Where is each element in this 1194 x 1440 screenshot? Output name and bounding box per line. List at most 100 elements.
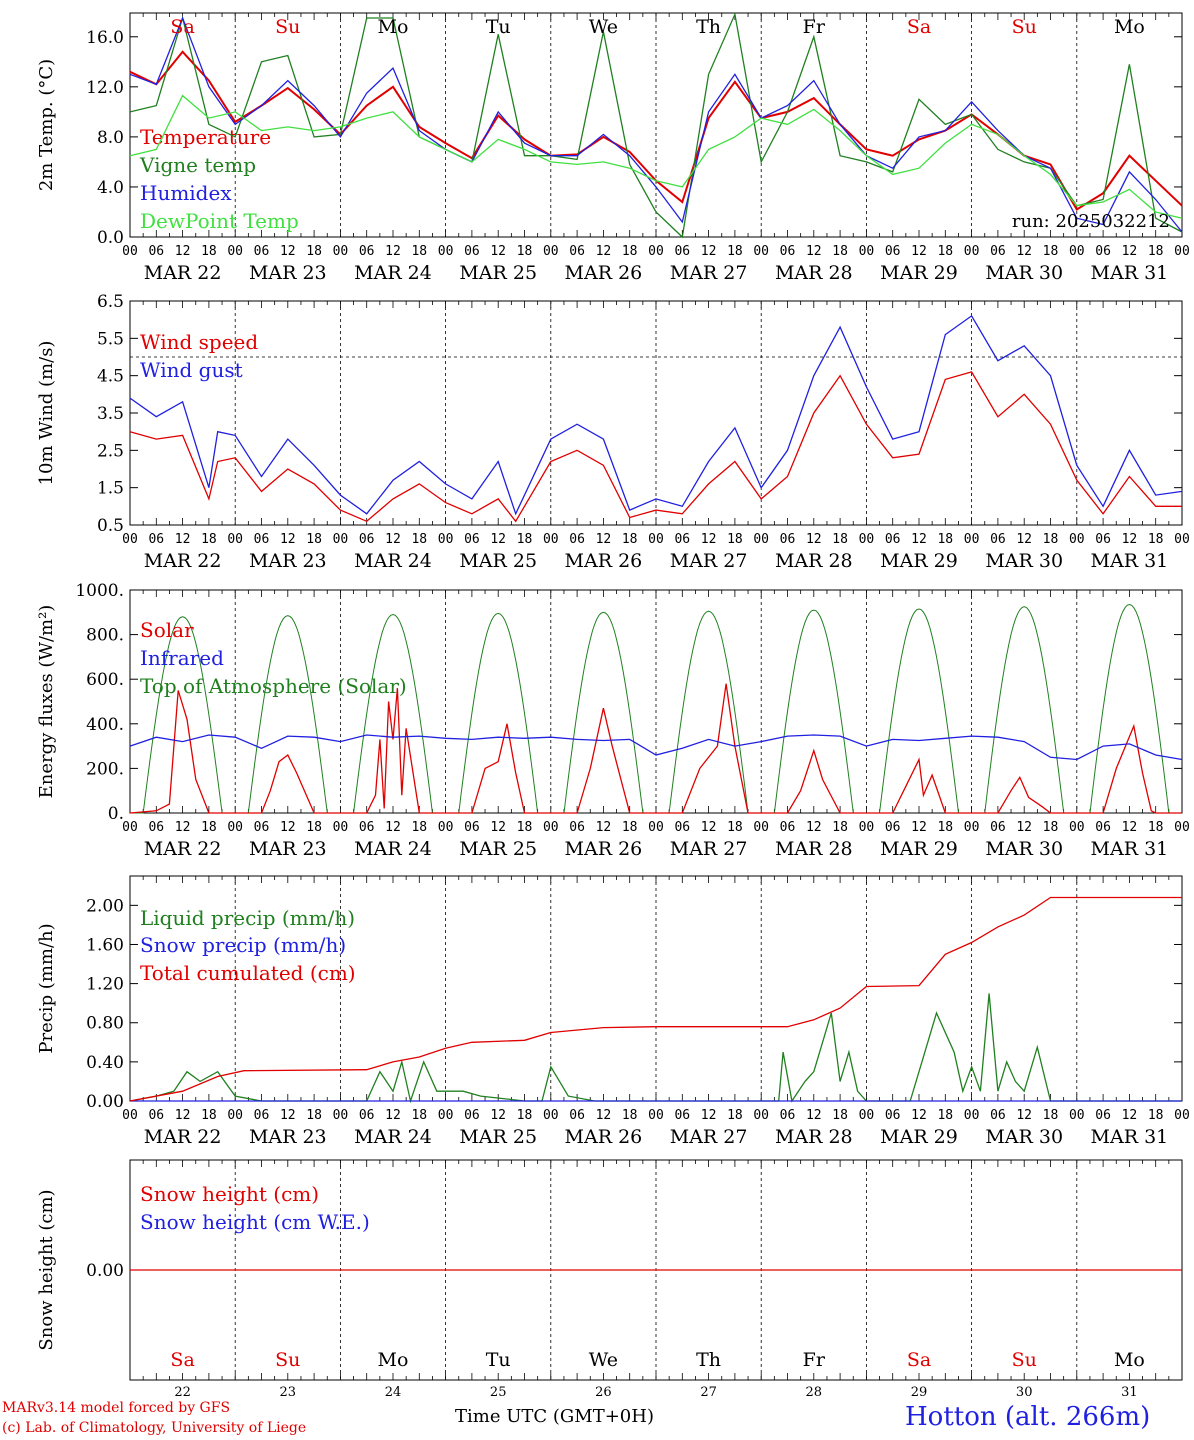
weekday-label: We bbox=[589, 16, 618, 38]
date-label: MAR 31 bbox=[1091, 550, 1169, 572]
day-number-label: 22 bbox=[174, 1385, 191, 1400]
hour-tick-label: 00 bbox=[964, 532, 980, 547]
hour-tick-label: 12 bbox=[911, 820, 927, 835]
hour-tick-label: 18 bbox=[411, 820, 427, 835]
hour-tick-label: 00 bbox=[543, 244, 559, 259]
weekday-label: Mo bbox=[378, 1349, 409, 1371]
series-line-humidex bbox=[129, 16, 1183, 233]
date-label: MAR 25 bbox=[459, 550, 537, 572]
date-label: MAR 25 bbox=[459, 262, 537, 284]
date-label: MAR 31 bbox=[1091, 1126, 1169, 1148]
hour-tick-label: 00 bbox=[1069, 820, 1085, 835]
hour-tick-label: 12 bbox=[490, 1108, 506, 1123]
hour-tick-label: 00 bbox=[964, 820, 980, 835]
hour-tick-label: 00 bbox=[543, 820, 559, 835]
hour-tick-label: 18 bbox=[622, 820, 638, 835]
hour-tick-label: 06 bbox=[569, 532, 585, 547]
series-line-total-cumulated-cm- bbox=[129, 896, 1182, 1102]
weekday-label: Su bbox=[1012, 16, 1037, 38]
date-label: MAR 24 bbox=[354, 550, 432, 572]
hour-tick-label: 18 bbox=[1043, 820, 1059, 835]
date-label: MAR 26 bbox=[565, 838, 643, 860]
panel-frame-2 bbox=[129, 589, 1183, 814]
hour-tick-label: 18 bbox=[517, 244, 533, 259]
hour-tick-label: 06 bbox=[885, 532, 901, 547]
hour-tick-label: 12 bbox=[280, 820, 296, 835]
hour-tick-label: 18 bbox=[306, 532, 322, 547]
lab-credit: (c) Lab. of Climatology, University of L… bbox=[2, 1420, 307, 1436]
hour-tick-label: 12 bbox=[385, 532, 401, 547]
weekday-label: Sa bbox=[907, 16, 931, 38]
series-line-wind-speed bbox=[129, 371, 1182, 523]
hour-tick-label: 18 bbox=[727, 532, 743, 547]
hour-tick-label: 12 bbox=[1122, 820, 1138, 835]
y-tick-label: 1.60 bbox=[86, 935, 124, 955]
hour-tick-label: 06 bbox=[780, 820, 796, 835]
hour-tick-label: 06 bbox=[254, 820, 270, 835]
hour-tick-label: 18 bbox=[832, 820, 848, 835]
hour-tick-label: 00 bbox=[333, 532, 349, 547]
hour-tick-label: 18 bbox=[517, 532, 533, 547]
hour-tick-label: 18 bbox=[1043, 244, 1059, 259]
hour-tick-label: 12 bbox=[596, 1108, 612, 1123]
date-label: MAR 29 bbox=[880, 262, 958, 284]
series-top-of-atmosphere bbox=[130, 603, 1182, 814]
hour-tick-label: 12 bbox=[701, 1108, 717, 1123]
day-number-label: 30 bbox=[1016, 1385, 1033, 1400]
legend-entry: Humidex bbox=[140, 181, 232, 205]
date-label: MAR 22 bbox=[144, 550, 222, 572]
weekday-label: Th bbox=[696, 16, 721, 38]
date-label: MAR 30 bbox=[985, 838, 1063, 860]
hour-tick-label: 00 bbox=[438, 532, 454, 547]
y-axis-label: Energy fluxes (W/m²) bbox=[36, 605, 57, 799]
legend-entry: Wind speed bbox=[140, 330, 258, 354]
date-label: MAR 27 bbox=[670, 550, 748, 572]
hour-tick-label: 00 bbox=[1174, 1108, 1190, 1123]
hour-tick-label: 00 bbox=[753, 820, 769, 835]
hour-tick-label: 00 bbox=[543, 532, 559, 547]
hour-tick-label: 06 bbox=[148, 820, 164, 835]
panel-frame-0 bbox=[129, 12, 1183, 238]
hour-tick-label: 06 bbox=[254, 244, 270, 259]
hour-tick-label: 12 bbox=[701, 244, 717, 259]
hour-tick-label: 00 bbox=[227, 820, 243, 835]
hour-tick-label: 12 bbox=[911, 532, 927, 547]
hour-tick-label: 00 bbox=[964, 1108, 980, 1123]
y-tick-label: 3.5 bbox=[97, 404, 124, 424]
legend-entry: Snow height (cm) bbox=[140, 1182, 319, 1206]
weekday-label: Mo bbox=[378, 16, 409, 38]
hour-tick-label: 18 bbox=[622, 1108, 638, 1123]
weekday-label: Mo bbox=[1114, 16, 1145, 38]
hour-tick-label: 18 bbox=[1148, 1108, 1164, 1123]
weekday-label: Mo bbox=[1114, 1349, 1145, 1371]
hour-tick-label: 18 bbox=[306, 244, 322, 259]
hour-tick-label: 18 bbox=[727, 1108, 743, 1123]
hour-tick-label: 18 bbox=[201, 820, 217, 835]
y-axis-label: 2m Temp. (°C) bbox=[36, 59, 57, 191]
date-label: MAR 29 bbox=[880, 1126, 958, 1148]
hour-tick-label: 00 bbox=[1069, 1108, 1085, 1123]
hour-tick-label: 00 bbox=[648, 1108, 664, 1123]
hour-tick-label: 06 bbox=[1095, 820, 1111, 835]
series-line-solar bbox=[129, 683, 1182, 814]
hour-tick-label: 12 bbox=[385, 1108, 401, 1123]
hour-tick-label: 18 bbox=[1043, 1108, 1059, 1123]
series-line-dewpoint-temp bbox=[129, 94, 1183, 219]
y-tick-label: 1.5 bbox=[97, 479, 124, 499]
date-label: MAR 23 bbox=[249, 838, 327, 860]
hour-tick-label: 06 bbox=[780, 532, 796, 547]
hour-tick-label: 00 bbox=[1069, 244, 1085, 259]
legend-entry: Vigne temp bbox=[139, 153, 256, 177]
hour-tick-label: 06 bbox=[1095, 1108, 1111, 1123]
y-tick-label: 0.00 bbox=[86, 1092, 124, 1112]
weekday-label: We bbox=[589, 1349, 618, 1371]
hour-tick-label: 06 bbox=[885, 1108, 901, 1123]
y-tick-label: 8.0 bbox=[97, 128, 124, 148]
hour-tick-label: 18 bbox=[622, 244, 638, 259]
y-tick-label: 2.5 bbox=[97, 441, 124, 461]
hour-tick-label: 18 bbox=[622, 532, 638, 547]
date-label: MAR 22 bbox=[144, 838, 222, 860]
date-label: MAR 25 bbox=[459, 1126, 537, 1148]
hour-tick-label: 00 bbox=[122, 1108, 138, 1123]
hour-tick-label: 12 bbox=[490, 820, 506, 835]
